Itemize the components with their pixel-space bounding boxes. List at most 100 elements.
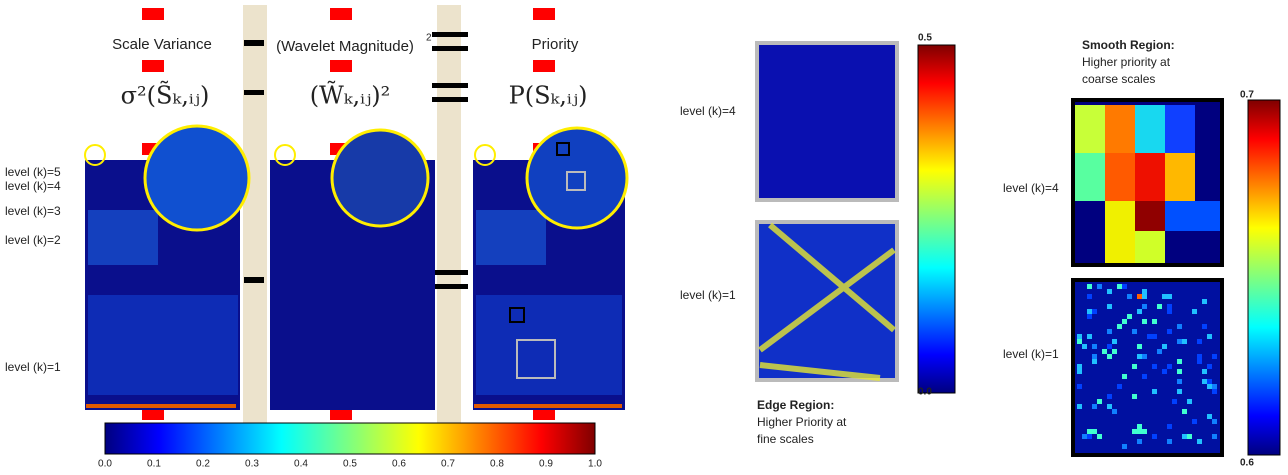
speckle	[1167, 329, 1172, 334]
heading: Scale Variance	[112, 36, 212, 53]
speckle	[1167, 439, 1172, 444]
colorbar-tick-label: 0.2	[196, 459, 210, 470]
speckle	[1082, 434, 1087, 439]
speckle	[1092, 354, 1097, 359]
speckle	[1137, 344, 1142, 349]
speckle	[1212, 384, 1217, 389]
speckle	[1137, 294, 1142, 299]
speckle	[1182, 409, 1187, 414]
speckle	[1142, 304, 1147, 309]
speckle	[1142, 294, 1147, 299]
speckle	[1177, 369, 1182, 374]
speckle	[1152, 434, 1157, 439]
speckle	[1082, 344, 1087, 349]
speckle	[1197, 354, 1202, 359]
separator	[437, 5, 461, 425]
speckle	[1097, 434, 1102, 439]
speckle	[1122, 319, 1127, 324]
caption-line: fine scales	[757, 432, 814, 446]
speckle	[1102, 349, 1107, 354]
speckle	[1122, 374, 1127, 379]
colorbar-max: 0.7	[1240, 90, 1254, 101]
speckle	[1107, 404, 1112, 409]
speckle	[1207, 379, 1212, 384]
colorbar	[105, 423, 595, 454]
speckle	[1137, 429, 1142, 434]
speckle	[1117, 324, 1122, 329]
speckle	[1087, 429, 1092, 434]
speckle	[1127, 294, 1132, 299]
speckle	[1117, 284, 1122, 289]
speckle	[1212, 354, 1217, 359]
speckle	[1132, 394, 1137, 399]
speckle	[1087, 334, 1092, 339]
speckle	[1092, 359, 1097, 364]
caption-line: coarse scales	[1082, 72, 1155, 86]
colorbar-tick-label: 0.5	[343, 459, 357, 470]
speckle	[1177, 324, 1182, 329]
speckle	[1162, 344, 1167, 349]
speckle	[1167, 309, 1172, 314]
colorbar-tick-label: 0.7	[441, 459, 455, 470]
speckle	[1157, 349, 1162, 354]
speckle	[1077, 384, 1082, 389]
level-label: level (k)=1	[1003, 347, 1059, 361]
speckle	[1197, 439, 1202, 444]
speckle	[1167, 424, 1172, 429]
colorbar-min: 0.0	[918, 387, 932, 398]
level-label: level (k)=4	[5, 179, 61, 193]
speckle	[1142, 289, 1147, 294]
speckle	[1182, 434, 1187, 439]
speckle	[1107, 394, 1112, 399]
speckle	[1137, 309, 1142, 314]
speckle	[1187, 434, 1192, 439]
heading: (Wavelet Magnitude)	[276, 38, 414, 55]
speckle	[1092, 309, 1097, 314]
speckle	[1087, 314, 1092, 319]
speckle	[1087, 434, 1092, 439]
level-label: level (k)=4	[1003, 181, 1059, 195]
speckle	[1112, 349, 1117, 354]
speckle	[1087, 309, 1092, 314]
speckle	[1197, 339, 1202, 344]
speckle	[1152, 389, 1157, 394]
speckle	[1132, 364, 1137, 369]
speckle	[1107, 289, 1112, 294]
speckle	[1092, 404, 1097, 409]
speckle	[1142, 354, 1147, 359]
speckle	[1122, 284, 1127, 289]
colorbar-tick-label: 0.8	[490, 459, 504, 470]
speckle	[1107, 354, 1112, 359]
speckle	[1177, 359, 1182, 364]
colorbar-tick-label: 0.1	[147, 459, 161, 470]
caption-line: Higher Priority at	[757, 415, 847, 429]
caption-title: Smooth Region:	[1082, 38, 1175, 52]
colorbar-tick-label: 0.6	[392, 459, 406, 470]
speckle	[1077, 369, 1082, 374]
speckle	[1087, 294, 1092, 299]
speckle	[1202, 299, 1207, 304]
speckle	[1112, 409, 1117, 414]
level-label: level (k)=1	[680, 288, 736, 302]
speckle	[1162, 369, 1167, 374]
speckle	[1077, 334, 1082, 339]
speckle	[1127, 314, 1132, 319]
speckle	[1142, 374, 1147, 379]
image-columns	[85, 126, 627, 410]
speckle	[1132, 329, 1137, 334]
heading-superscript: 2	[426, 33, 432, 44]
speckle	[1167, 294, 1172, 299]
speckle	[1182, 339, 1187, 344]
level-label: level (k)=2	[5, 233, 61, 247]
speckle	[1167, 364, 1172, 369]
speckle	[1152, 334, 1157, 339]
level-label: level (k)=1	[5, 360, 61, 374]
figure: 0.00.10.20.30.40.50.60.70.80.91.0 Scale …	[0, 0, 1288, 475]
speckle	[1097, 284, 1102, 289]
colorbar-max: 0.5	[918, 33, 932, 44]
speckle	[1152, 319, 1157, 324]
speckle	[1167, 304, 1172, 309]
colorbar-min: 0.6	[1240, 458, 1254, 469]
colorbar-tick-label: 0.9	[539, 459, 553, 470]
speckle	[1097, 399, 1102, 404]
